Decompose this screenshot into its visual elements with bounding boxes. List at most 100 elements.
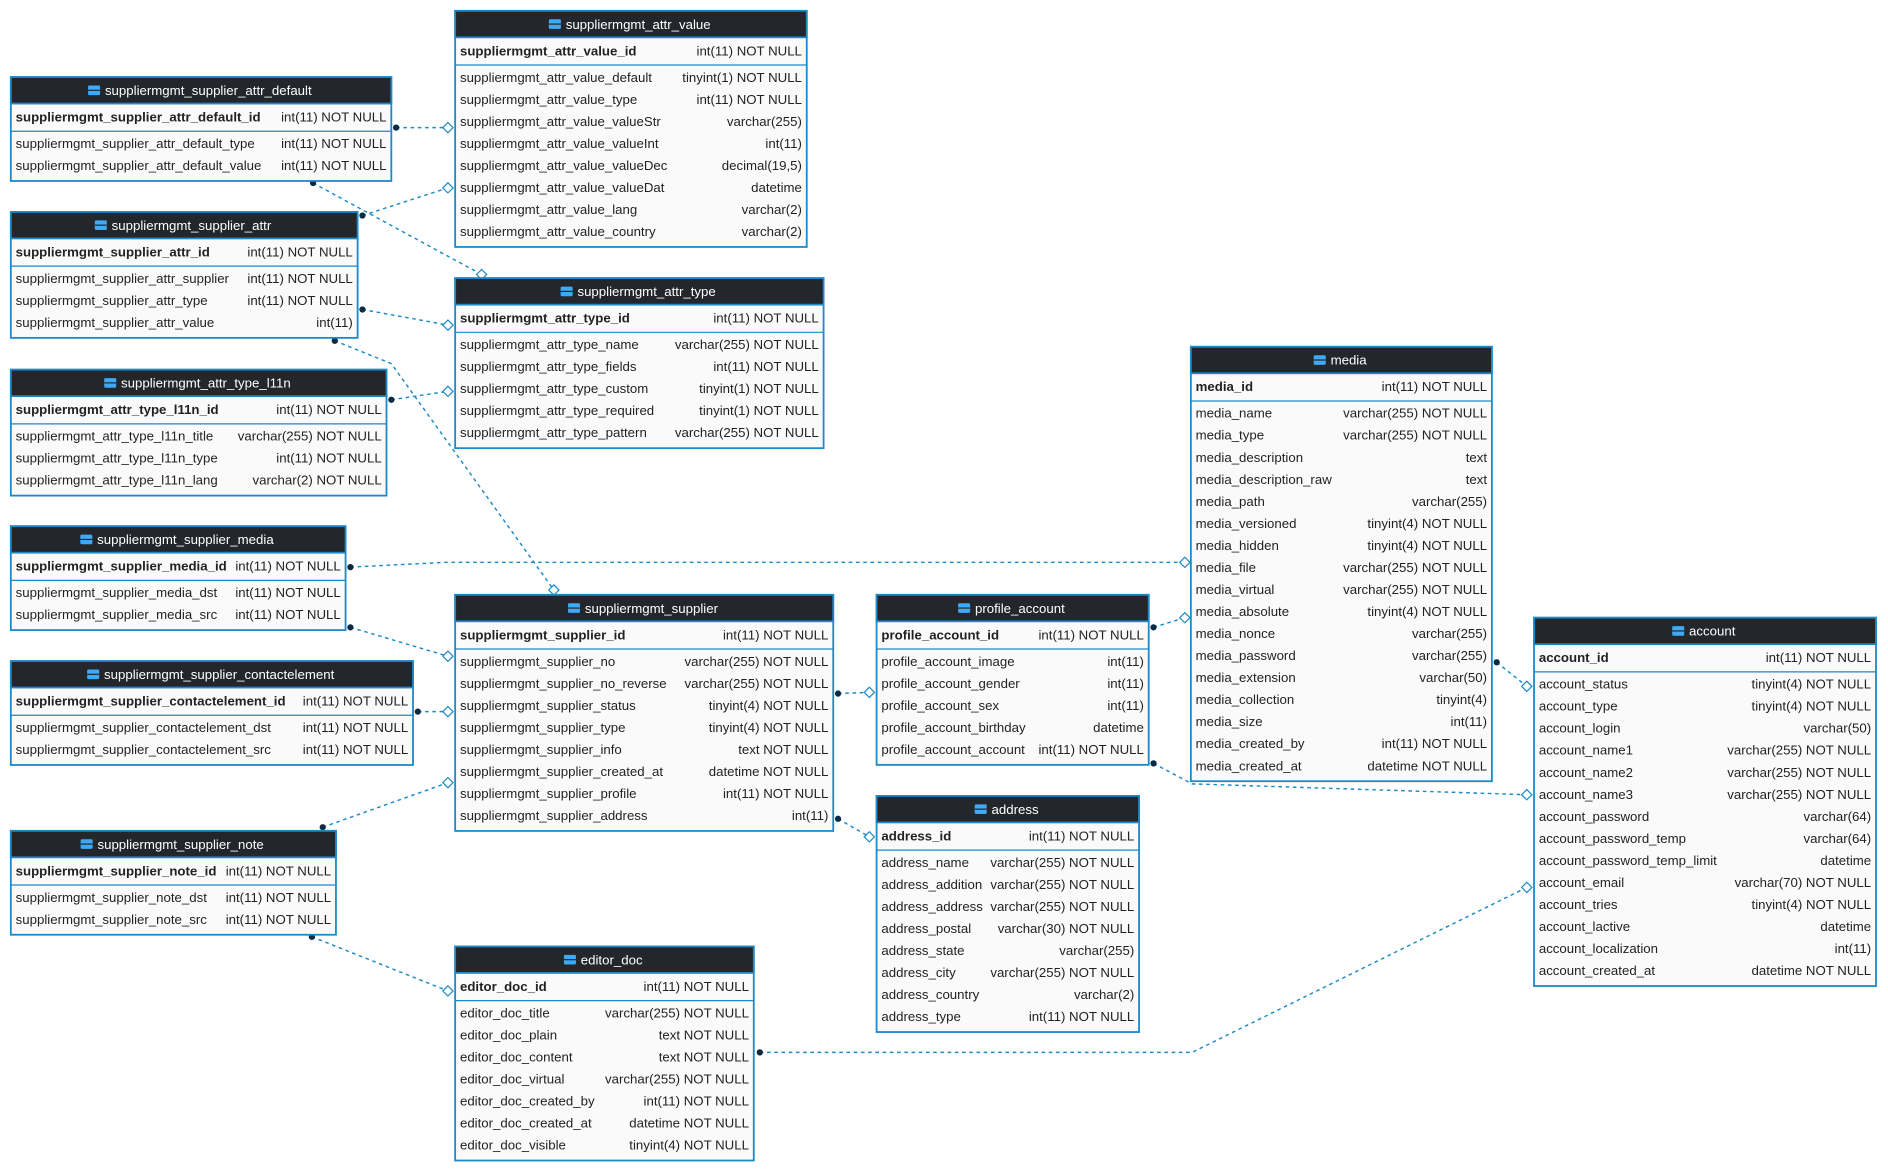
column-type: tinyint(1) NOT NULL <box>682 70 802 85</box>
column-name: suppliermgmt_attr_type_required <box>460 403 654 418</box>
column-type: varchar(255) NOT NULL <box>1727 743 1871 758</box>
primary-key-type: int(11) NOT NULL <box>276 402 381 417</box>
column-name: suppliermgmt_supplier_profile <box>460 786 637 801</box>
column-type: tinyint(1) NOT NULL <box>699 381 819 396</box>
column-name: address_type <box>881 1009 960 1024</box>
column-name: media_versioned <box>1196 516 1297 531</box>
table[interactable]: suppliermgmt_supplier_attr_defaultsuppli… <box>9 76 393 182</box>
column-name: address_city <box>881 965 956 980</box>
column-name: media_size <box>1196 714 1263 729</box>
column-name: account_password_temp_limit <box>1539 853 1717 868</box>
column-type: int(11) <box>765 136 802 151</box>
table-body <box>454 277 825 450</box>
column-type: tinyint(4) NOT NULL <box>709 698 829 713</box>
relation-source <box>1150 624 1157 631</box>
table[interactable]: suppliermgmt_attr_value suppliermgmt_attr… <box>454 9 808 248</box>
table[interactable]: account account_id int(11) NOT NULL account… <box>1533 616 1877 987</box>
column-name: media_description <box>1196 450 1303 465</box>
relation-line <box>350 626 449 657</box>
relation-target <box>547 584 560 596</box>
column-name: profile_account_image <box>881 654 1014 669</box>
table-title: suppliermgmt_attr_value <box>566 17 711 32</box>
primary-key-name: suppliermgmt_attr_value_id <box>460 43 637 58</box>
column-name: editor_doc_content <box>460 1049 573 1064</box>
relation-source <box>1493 659 1500 666</box>
relation-source <box>331 337 338 344</box>
relation-line <box>350 561 1185 568</box>
relation-line <box>362 187 449 217</box>
primary-key-name: suppliermgmt_supplier_contactelement_id <box>16 693 286 708</box>
column-type: varchar(255) <box>1412 648 1487 663</box>
table-title: media <box>1331 353 1368 368</box>
column-name: suppliermgmt_supplier_created_at <box>460 764 663 779</box>
table[interactable]: suppliermgmt_supplier_note suppliermgmt_s… <box>9 829 337 936</box>
column-name: editor_doc_plain <box>460 1027 557 1042</box>
column-type: tinyint(4) NOT NULL <box>629 1138 749 1153</box>
column-name: suppliermgmt_attr_type_custom <box>460 381 648 396</box>
column-type: tinyint(4) <box>1436 692 1487 707</box>
table-title: suppliermgmt_attr_type <box>577 284 715 299</box>
column-name: suppliermgmt_supplier_attr_value <box>16 315 215 330</box>
table-title: editor_doc <box>581 952 643 967</box>
column-type: datetime <box>1820 853 1871 868</box>
column-type: int(11) <box>1835 941 1872 956</box>
table[interactable]: profile_account profile_account_id int(11)… <box>875 593 1150 766</box>
relation-source <box>834 815 842 822</box>
column-type: tinyint(4) NOT NULL <box>1752 677 1872 692</box>
column-type: datetime <box>751 180 802 195</box>
column-name: account_type <box>1539 699 1618 714</box>
primary-key-type: int(11) NOT NULL <box>226 863 331 878</box>
table-title: suppliermgmt_supplier_attr_default <box>105 83 312 98</box>
table[interactable]: editor_doc editor_doc_id int(11) NOT NULL e… <box>454 945 755 1162</box>
table-header <box>454 945 755 974</box>
column-name: suppliermgmt_supplier_note_src <box>16 912 208 927</box>
primary-key-type: int(11) NOT NULL <box>303 693 408 708</box>
relation-target <box>441 650 454 663</box>
table[interactable]: suppliermgmt_supplier_contactelementsupp… <box>9 660 414 766</box>
column-name: suppliermgmt_supplier_status <box>460 698 636 713</box>
relation-target <box>441 385 454 398</box>
table[interactable]: suppliermgmt_attr_type suppliermgmt_attr_… <box>454 277 825 450</box>
column-type: text <box>1466 472 1488 487</box>
table[interactable]: suppliermgmt_supplier suppliermgmt_suppli… <box>454 593 835 832</box>
relation-line <box>391 390 449 401</box>
relation-line <box>1496 661 1528 687</box>
table[interactable]: suppliermgmt_supplier_attr suppliermgmt_s… <box>9 211 359 339</box>
column-name: suppliermgmt_supplier_type <box>460 720 626 735</box>
column-type: tinyint(4) NOT NULL <box>1367 604 1487 619</box>
table[interactable]: suppliermgmt_attr_type_l11n suppliermgmt_… <box>9 368 388 497</box>
column-name: media_type <box>1196 428 1264 443</box>
column-name: address_state <box>881 943 964 958</box>
primary-key-type: int(11) NOT NULL <box>1029 828 1134 843</box>
column-type: tinyint(4) NOT NULL <box>1752 699 1872 714</box>
table[interactable]: suppliermgmt_supplier_media suppliermgmt_… <box>9 525 347 632</box>
relation-line <box>1153 762 1527 796</box>
column-name: suppliermgmt_attr_value_lang <box>460 202 637 217</box>
relation-target <box>441 121 454 134</box>
relation-line <box>334 340 555 591</box>
table[interactable]: address address_id int(11) NOT NULL address… <box>875 795 1140 1033</box>
column-name: account_tries <box>1539 897 1618 912</box>
table-title: suppliermgmt_supplier_note <box>97 837 263 852</box>
primary-key-name: account_id <box>1539 650 1609 665</box>
primary-key-name: suppliermgmt_supplier_media_id <box>16 559 227 574</box>
table-title: profile_account <box>975 601 1065 616</box>
column-name: suppliermgmt_attr_type_l11n_type <box>16 451 218 466</box>
relation-source <box>834 690 842 697</box>
primary-key-type: int(11) NOT NULL <box>713 311 818 326</box>
column-type: varchar(255) NOT NULL <box>675 337 819 352</box>
column-type: text NOT NULL <box>659 1027 749 1042</box>
relation-target <box>441 705 454 718</box>
table-header <box>9 368 388 398</box>
column-type: tinyint(4) NOT NULL <box>1367 516 1487 531</box>
column-type: int(11) NOT NULL <box>247 293 352 308</box>
table-title: suppliermgmt_supplier_attr <box>112 218 272 233</box>
table-title: suppliermgmt_attr_type_l11n <box>121 376 291 391</box>
column-name: editor_doc_created_at <box>460 1116 592 1131</box>
column-type: int(11) NOT NULL <box>1029 1009 1134 1024</box>
column-type: varchar(255) NOT NULL <box>238 429 382 444</box>
column-name: suppliermgmt_supplier_media_dst <box>16 585 218 600</box>
relation-target <box>441 985 454 997</box>
column-name: account_name2 <box>1539 765 1633 780</box>
